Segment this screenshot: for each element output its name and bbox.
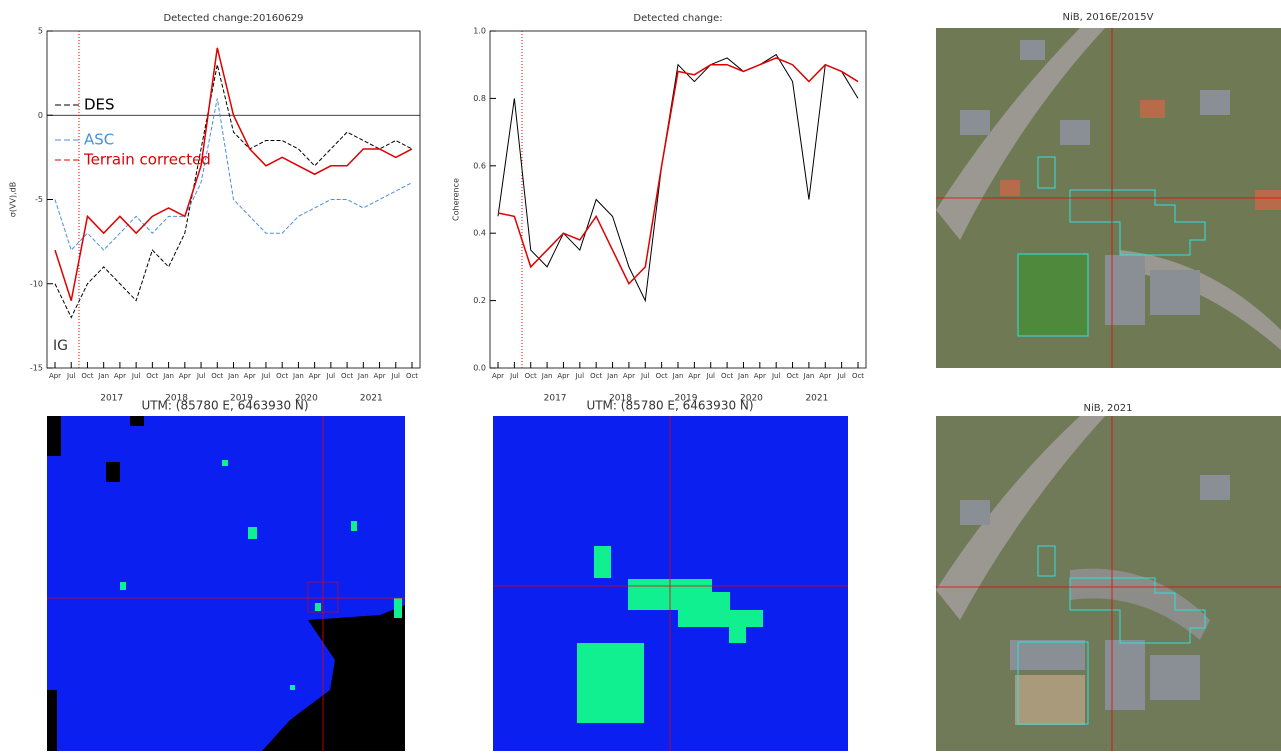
- x-tick-label: Jan: [227, 372, 239, 380]
- x-tick-label: Jan: [292, 372, 304, 380]
- x-tick-label: Jul: [131, 372, 141, 380]
- x-tick-label: Jan: [162, 372, 174, 380]
- x-tick-label: Oct: [721, 372, 733, 380]
- x-tick-label: Apr: [819, 372, 831, 380]
- year-label: 2018: [609, 394, 632, 404]
- x-tick-label: Jan: [803, 372, 815, 380]
- year-label: 2017: [100, 394, 123, 404]
- y-axis-label: Coherence: [452, 178, 461, 221]
- x-tick-label: Jan: [606, 372, 618, 380]
- x-tick-label: Jan: [357, 372, 369, 380]
- x-tick-label: Jul: [640, 372, 650, 380]
- legend-label: ASC: [84, 131, 114, 149]
- x-tick-label: Jul: [509, 372, 519, 380]
- x-tick-label: Jan: [737, 372, 749, 380]
- x-tick-label: Jul: [706, 372, 716, 380]
- legend-label: Terrain corrected: [83, 151, 211, 169]
- x-tick-label: Jul: [326, 372, 336, 380]
- y-tick-label: 0: [38, 111, 43, 120]
- y-axis-label: σ(VV),dB: [9, 182, 18, 217]
- series-line: [498, 55, 858, 301]
- x-tick-label: Jan: [97, 372, 109, 380]
- x-tick-label: Jan: [672, 372, 684, 380]
- page: NiB, 2016E/2015V NiB, 2021 UTM: (85780 E…: [0, 0, 1281, 751]
- series-line: [55, 48, 412, 301]
- x-tick-label: Jul: [391, 372, 401, 380]
- aerial-photo-1: [936, 28, 1281, 368]
- y-tick-label: 0.6: [473, 161, 486, 170]
- change-map-1: [47, 416, 405, 751]
- x-tick-label: Apr: [179, 372, 191, 380]
- image-title: NiB, 2016E/2015V: [1063, 12, 1154, 23]
- x-tick-label: Apr: [309, 372, 321, 380]
- x-tick-label: Jan: [541, 372, 553, 380]
- x-tick-label: Oct: [406, 372, 418, 380]
- x-tick-label: Oct: [341, 372, 353, 380]
- series-line: [498, 58, 858, 284]
- x-tick-label: Oct: [590, 372, 602, 380]
- y-tick-label: -10: [30, 279, 43, 288]
- y-tick-label: 5: [38, 27, 43, 36]
- x-tick-label: Oct: [276, 372, 288, 380]
- year-label: 2019: [675, 394, 698, 404]
- year-label: 2021: [360, 394, 383, 404]
- x-tick-label: Jul: [261, 372, 271, 380]
- year-label: 2018: [165, 394, 188, 404]
- x-tick-label: Apr: [557, 372, 569, 380]
- year-label: 2020: [740, 394, 763, 404]
- x-tick-label: Jul: [575, 372, 585, 380]
- x-tick-label: Apr: [754, 372, 766, 380]
- y-tick-label: 0.0: [473, 364, 486, 373]
- x-tick-label: Oct: [146, 372, 158, 380]
- aerial-photo-2: [936, 416, 1281, 751]
- y-tick-label: -15: [30, 364, 43, 373]
- x-tick-label: Jul: [196, 372, 206, 380]
- y-tick-label: 0.8: [473, 94, 486, 103]
- x-tick-label: Apr: [373, 372, 385, 380]
- change-map-2: [493, 416, 848, 751]
- x-tick-label: Oct: [786, 372, 798, 380]
- x-tick-label: Oct: [525, 372, 537, 380]
- year-label: 2017: [544, 394, 567, 404]
- year-label: 2019: [230, 394, 253, 404]
- x-tick-label: Apr: [244, 372, 256, 380]
- x-tick-label: Apr: [114, 372, 126, 380]
- x-tick-label: Oct: [852, 372, 864, 380]
- x-tick-label: Jul: [66, 372, 76, 380]
- chart-title: Detected change:20160629: [163, 13, 303, 24]
- x-tick-label: Apr: [492, 372, 504, 380]
- chart-title: Detected change:: [633, 13, 722, 24]
- x-tick-label: Apr: [49, 372, 61, 380]
- annotation: IG: [53, 338, 68, 354]
- image-title: NiB, 2021: [1084, 403, 1133, 414]
- y-tick-label: -5: [35, 195, 43, 204]
- x-tick-label: Jul: [771, 372, 781, 380]
- year-label: 2021: [805, 394, 828, 404]
- x-tick-label: Apr: [688, 372, 700, 380]
- x-tick-label: Oct: [81, 372, 93, 380]
- x-tick-label: Oct: [211, 372, 223, 380]
- year-label: 2020: [295, 394, 318, 404]
- x-tick-label: Oct: [656, 372, 668, 380]
- y-tick-label: 0.4: [473, 229, 486, 238]
- x-tick-label: Apr: [623, 372, 635, 380]
- y-tick-label: 0.2: [473, 296, 486, 305]
- y-tick-label: 1.0: [473, 27, 486, 36]
- x-tick-label: Jul: [836, 372, 846, 380]
- legend-label: DES: [84, 96, 115, 114]
